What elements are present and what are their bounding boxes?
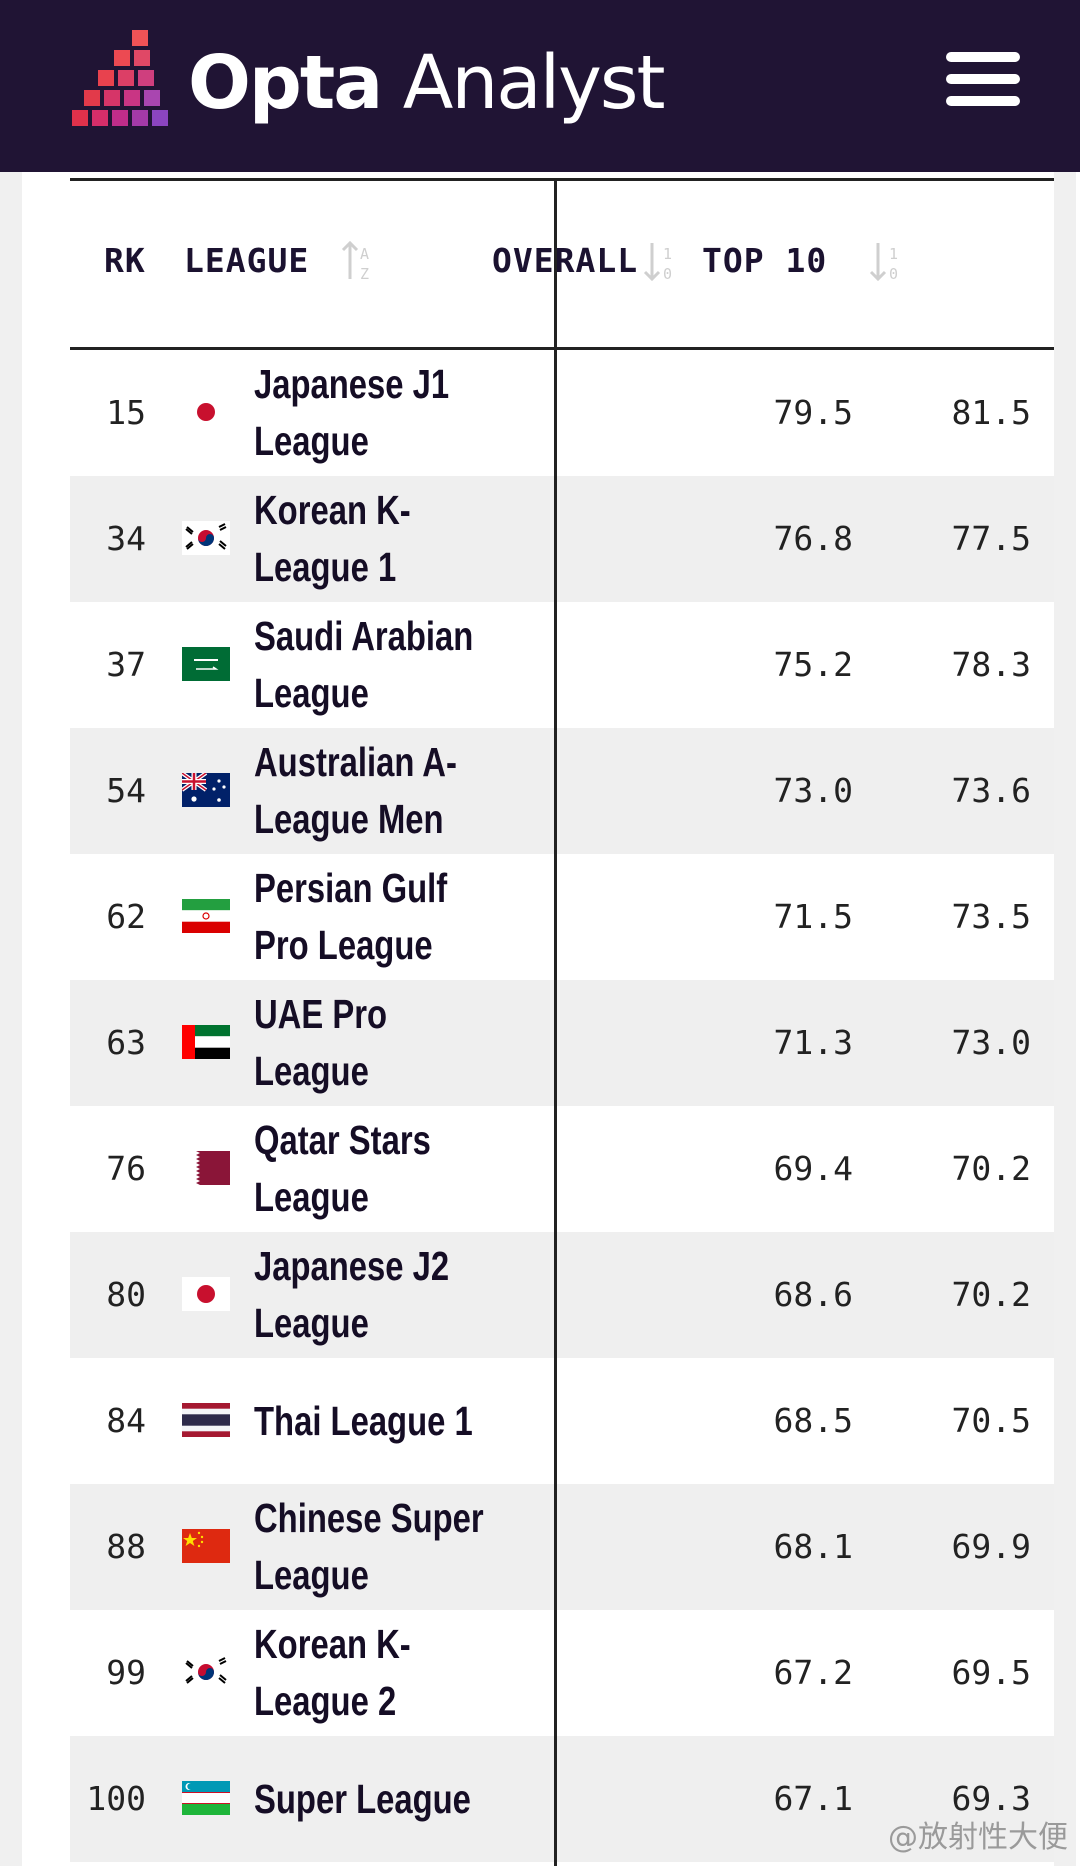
sort-numeric-icon[interactable]: 1 0: [642, 239, 682, 283]
overall-score-cell: 71.3: [773, 1023, 853, 1062]
table-row[interactable]: 54 Australian A-League Men 73.0 73.6: [70, 728, 1054, 854]
overall-score-cell: 68.6: [773, 1275, 853, 1314]
brand-light: Analyst: [381, 40, 666, 126]
table-row[interactable]: 34 Korean K-League 1 76.8 77.5: [70, 476, 1054, 602]
top10-score-cell: 78.3: [951, 645, 1031, 684]
svg-text:0: 0: [889, 265, 898, 283]
top10-score-cell: 77.5: [951, 519, 1031, 558]
site-header: Opta Analyst: [0, 0, 1080, 172]
top10-score-cell: 69.5: [951, 1653, 1031, 1692]
top10-score-cell: 69.9: [951, 1527, 1031, 1566]
league-name-cell: Thai League 1: [254, 1397, 473, 1444]
table-row[interactable]: 99 Korean K-League 2 67.2 69.5: [70, 1610, 1054, 1736]
sort-alpha-icon[interactable]: A Z: [340, 239, 380, 283]
hamburger-menu-icon[interactable]: [946, 52, 1022, 108]
table-row[interactable]: 63 UAE Pro League 71.3 73.0: [70, 980, 1054, 1106]
top10-score-cell: 73.0: [951, 1023, 1031, 1062]
top10-score-cell: 73.5: [951, 897, 1031, 936]
watermark: @放射性大便: [888, 1820, 1068, 1855]
page-gutter-right: [1054, 172, 1076, 1866]
top10-score-cell: 70.2: [951, 1275, 1031, 1314]
league-name-cell: Japanese J2 League: [254, 1243, 450, 1346]
rank-cell: 100: [86, 1779, 146, 1818]
overall-score-cell: 67.2: [773, 1653, 853, 1692]
table-body: 15 Japanese J1 League 79.5 81.5 34 Korean K-L…: [70, 350, 1054, 1862]
table-row[interactable]: 88 Chinese Super League 68.1 69.9: [70, 1484, 1054, 1610]
sort-numeric-icon[interactable]: 1 0: [868, 239, 908, 283]
rank-cell: 34: [106, 519, 146, 558]
league-name-cell: Saudi Arabian League: [254, 613, 474, 716]
league-name-cell: Super League: [254, 1775, 471, 1822]
svg-text:0: 0: [663, 265, 672, 283]
south-korea-flag-icon: [182, 521, 230, 555]
overall-score-cell: 68.5: [773, 1401, 853, 1440]
table-row[interactable]: 62 Persian Gulf Pro League 71.5 73.5: [70, 854, 1054, 980]
table-row[interactable]: 84 Thai League 1 68.5 70.5: [70, 1358, 1054, 1484]
column-header-league[interactable]: LEAGUE: [184, 241, 310, 280]
table-row[interactable]: 37 Saudi Arabian League 75.2 78.3: [70, 602, 1054, 728]
rank-cell: 37: [106, 645, 146, 684]
rank-cell: 63: [106, 1023, 146, 1062]
top10-score-cell: 70.2: [951, 1149, 1031, 1188]
overall-score-cell: 76.8: [773, 519, 853, 558]
league-name-cell: Australian A-League Men: [254, 739, 457, 842]
south-korea-flag-icon: [182, 1655, 230, 1689]
svg-text:1: 1: [889, 245, 898, 263]
japan-flag-icon: [182, 395, 230, 429]
rank-cell: 76: [106, 1149, 146, 1188]
australia-flag-icon: [182, 773, 230, 807]
overall-score-cell: 75.2: [773, 645, 853, 684]
rank-cell: 15: [106, 393, 146, 432]
league-name-cell: Korean K-League 1: [254, 487, 411, 590]
column-header-rank[interactable]: RK: [104, 241, 146, 280]
column-divider: [554, 178, 557, 1866]
league-name-cell: UAE Pro League: [254, 991, 388, 1094]
table-row[interactable]: 100 Super League 67.1 69.3: [70, 1736, 1054, 1862]
svg-text:A: A: [360, 245, 369, 263]
table-header: RK LEAGUE A Z OVERALL 1 0 TOP 10 1 0: [70, 181, 1054, 347]
league-name-cell: Chinese Super League: [254, 1495, 484, 1598]
overall-score-cell: 73.0: [773, 771, 853, 810]
table-row[interactable]: 76 Qatar Stars League 69.4 70.2: [70, 1106, 1054, 1232]
overall-score-cell: 68.1: [773, 1527, 853, 1566]
league-name-cell: Japanese J1 League: [254, 361, 450, 464]
league-name-cell: Persian Gulf Pro League: [254, 865, 448, 968]
svg-text:1: 1: [663, 245, 672, 263]
top10-score-cell: 69.3: [951, 1779, 1031, 1818]
brand-wordmark[interactable]: Opta Analyst: [188, 38, 666, 128]
overall-score-cell: 71.5: [773, 897, 853, 936]
rank-cell: 88: [106, 1527, 146, 1566]
thailand-flag-icon: [182, 1403, 230, 1437]
table-row[interactable]: 80 Japanese J2 League 68.6 70.2: [70, 1232, 1054, 1358]
rank-cell: 54: [106, 771, 146, 810]
overall-score-cell: 69.4: [773, 1149, 853, 1188]
brand-bold: Opta: [188, 40, 383, 126]
iran-flag-icon: [182, 899, 230, 933]
rank-cell: 99: [106, 1653, 146, 1692]
china-flag-icon: [182, 1529, 230, 1563]
top10-score-cell: 73.6: [951, 771, 1031, 810]
table-row[interactable]: 15 Japanese J1 League 79.5 81.5: [70, 350, 1054, 476]
rank-cell: 80: [106, 1275, 146, 1314]
uzbekistan-flag-icon: [182, 1781, 230, 1815]
top10-score-cell: 70.5: [951, 1401, 1031, 1440]
overall-score-cell: 67.1: [773, 1779, 853, 1818]
rankings-card: RK LEAGUE A Z OVERALL 1 0 TOP 10 1 0 15 J…: [22, 172, 1054, 1866]
league-name-cell: Korean K-League 2: [254, 1621, 411, 1724]
svg-text:Z: Z: [360, 265, 369, 283]
japan-flag-icon: [182, 1277, 230, 1311]
top10-score-cell: 81.5: [951, 393, 1031, 432]
overall-score-cell: 79.5: [773, 393, 853, 432]
column-header-overall[interactable]: OVERALL: [492, 241, 639, 280]
uae-flag-icon: [182, 1025, 230, 1059]
saudi-arabia-flag-icon: [182, 647, 230, 681]
rank-cell: 84: [106, 1401, 146, 1440]
opta-logo-icon[interactable]: [70, 30, 172, 130]
league-name-cell: Qatar Stars League: [254, 1117, 431, 1220]
page-gutter-left: [0, 172, 22, 1866]
qatar-flag-icon: [182, 1151, 230, 1185]
rank-cell: 62: [106, 897, 146, 936]
column-header-top10[interactable]: TOP 10: [702, 241, 828, 280]
